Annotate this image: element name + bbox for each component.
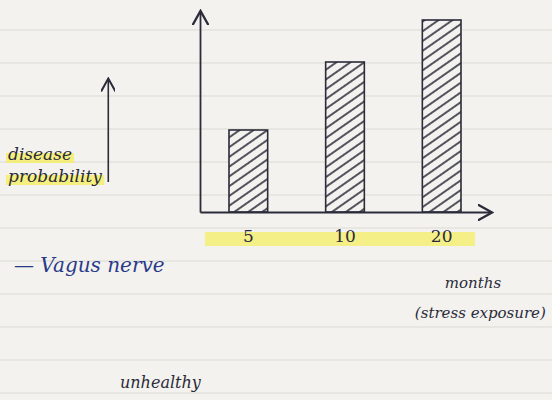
y-axis — [200, 13, 201, 213]
y-axis-line — [200, 13, 202, 213]
bar — [326, 62, 365, 212]
bar — [422, 20, 461, 212]
ruled-line — [0, 327, 552, 328]
ruled-line — [0, 195, 552, 196]
x-tick: 5 — [243, 212, 254, 246]
bars — [229, 20, 461, 212]
x-tick: 20 — [431, 212, 453, 246]
paper — [0, 0, 552, 400]
ruled-line — [0, 129, 552, 130]
ruled-line — [0, 30, 552, 31]
y-label-arrow — [107, 80, 109, 182]
x-tick-label: 20 — [431, 226, 453, 246]
x-axis-line — [201, 212, 491, 214]
annotation: unhealthy — [120, 373, 202, 392]
ruled-line — [0, 96, 552, 97]
x-label: months(stress exposure) — [415, 274, 546, 322]
ruled-lines — [0, 30, 552, 393]
ruled-line — [0, 360, 552, 361]
x-tick-label: 5 — [243, 226, 254, 246]
x-tick: 10 — [334, 212, 356, 246]
y-label: diseaseprobability — [8, 144, 102, 186]
chart: 5 10 20 diseaseprobability months(stress exp… — [0, 0, 552, 400]
x-tick-label: 10 — [334, 226, 356, 246]
x-axis: 5 10 20 — [201, 212, 491, 246]
ruled-line — [0, 294, 552, 295]
bar — [229, 130, 268, 212]
ruled-line — [0, 228, 552, 229]
ruled-line — [0, 162, 552, 163]
ruled-line — [0, 63, 552, 64]
annotation: — Vagus nerve — [14, 253, 165, 277]
ruled-line — [0, 393, 552, 394]
